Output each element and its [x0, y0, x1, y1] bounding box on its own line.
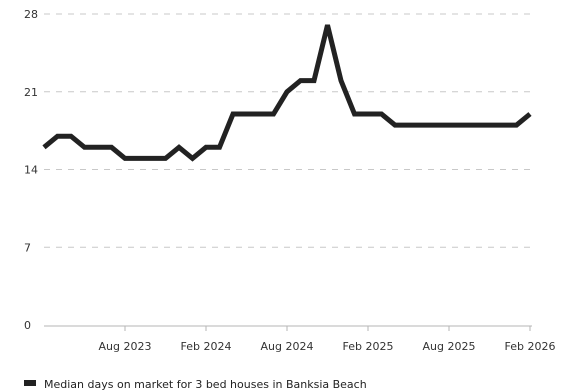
- x-tick-label: Aug 2024: [261, 340, 314, 353]
- series-lines: [42, 24, 532, 162]
- x-axis-ticks: Aug 2023 Feb 2024 Aug 2024 Feb 2025 Aug 2025…: [44, 325, 556, 353]
- y-tick-label: 7: [24, 241, 31, 254]
- x-tick-label: Aug 2023: [99, 340, 152, 353]
- legend-swatch: [24, 380, 36, 386]
- x-tick-label: Aug 2025: [423, 340, 476, 353]
- grid-lines: [44, 13, 532, 248]
- series-line-median-days: [42, 24, 532, 162]
- x-tick-label: Feb 2024: [181, 340, 232, 353]
- legend: Median days on market for 3 bed houses i…: [24, 378, 367, 391]
- x-tick-label: Feb 2025: [343, 340, 394, 353]
- legend-label: Median days on market for 3 bed houses i…: [44, 378, 367, 391]
- y-tick-label: 0: [24, 319, 31, 332]
- x-tick-label: Feb 2026: [505, 340, 556, 353]
- y-tick-label: 28: [24, 8, 38, 21]
- y-tick-label: 14: [24, 164, 38, 177]
- y-tick-label: 21: [24, 86, 38, 99]
- y-axis-ticks: 0 7 14 21 28: [24, 8, 38, 332]
